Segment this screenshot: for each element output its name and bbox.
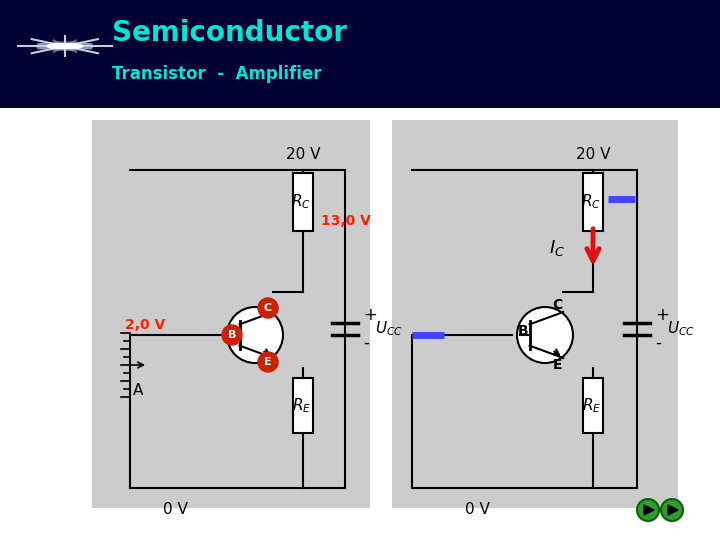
Text: 0 V: 0 V — [163, 502, 187, 517]
Circle shape — [222, 325, 242, 345]
Circle shape — [517, 307, 573, 363]
Circle shape — [47, 44, 83, 49]
Text: A: A — [132, 383, 143, 398]
Circle shape — [258, 298, 278, 318]
Text: -: - — [655, 334, 661, 352]
Text: $R_E$: $R_E$ — [582, 396, 601, 415]
Text: Transistor  -  Amplifier: Transistor - Amplifier — [112, 65, 321, 83]
Circle shape — [258, 352, 278, 372]
Text: B: B — [518, 324, 528, 338]
Text: +: + — [655, 306, 669, 324]
Text: 13,0 V: 13,0 V — [321, 214, 371, 228]
Text: $U_{CC}$: $U_{CC}$ — [667, 320, 695, 339]
Text: C: C — [264, 303, 272, 313]
Text: $I_C$: $I_C$ — [549, 238, 565, 258]
Bar — [92, 120, 370, 508]
Polygon shape — [644, 505, 654, 515]
Bar — [293, 378, 313, 433]
Text: $R_C$: $R_C$ — [291, 193, 311, 211]
Circle shape — [637, 499, 659, 521]
Text: B: B — [228, 330, 236, 340]
Circle shape — [36, 42, 94, 50]
Text: Semiconductor: Semiconductor — [112, 19, 346, 47]
Text: +: + — [363, 306, 377, 324]
Text: $R_E$: $R_E$ — [292, 396, 311, 415]
Text: $U_{CC}$: $U_{CC}$ — [375, 320, 403, 339]
Text: E: E — [264, 357, 272, 367]
Circle shape — [661, 499, 683, 521]
Text: 2,0 V: 2,0 V — [125, 318, 166, 332]
Text: -: - — [363, 334, 369, 352]
Bar — [583, 173, 603, 231]
Bar — [293, 173, 313, 231]
Text: 0 V: 0 V — [464, 502, 490, 517]
Bar — [392, 120, 678, 508]
Text: $R_C$: $R_C$ — [581, 193, 601, 211]
Text: 20 V: 20 V — [576, 147, 611, 162]
Text: 20 V: 20 V — [286, 147, 320, 162]
Bar — [583, 378, 603, 433]
Polygon shape — [668, 505, 678, 515]
Circle shape — [227, 307, 283, 363]
Text: E: E — [552, 358, 562, 372]
Text: C: C — [552, 298, 562, 312]
